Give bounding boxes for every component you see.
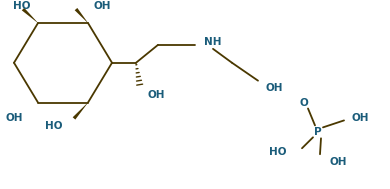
Text: OH: OH [352,113,369,123]
Text: HO: HO [268,147,286,157]
Text: P: P [314,127,322,137]
Text: OH: OH [330,157,347,167]
Text: HO: HO [44,121,62,131]
Text: OH: OH [5,113,23,123]
Text: O: O [300,98,308,108]
Text: OH: OH [266,83,284,93]
Text: OH: OH [148,90,165,100]
Polygon shape [74,8,88,23]
Polygon shape [73,102,88,120]
Text: OH: OH [93,1,110,11]
Text: HO: HO [13,1,30,11]
Text: NH: NH [204,37,222,47]
Polygon shape [22,8,38,23]
